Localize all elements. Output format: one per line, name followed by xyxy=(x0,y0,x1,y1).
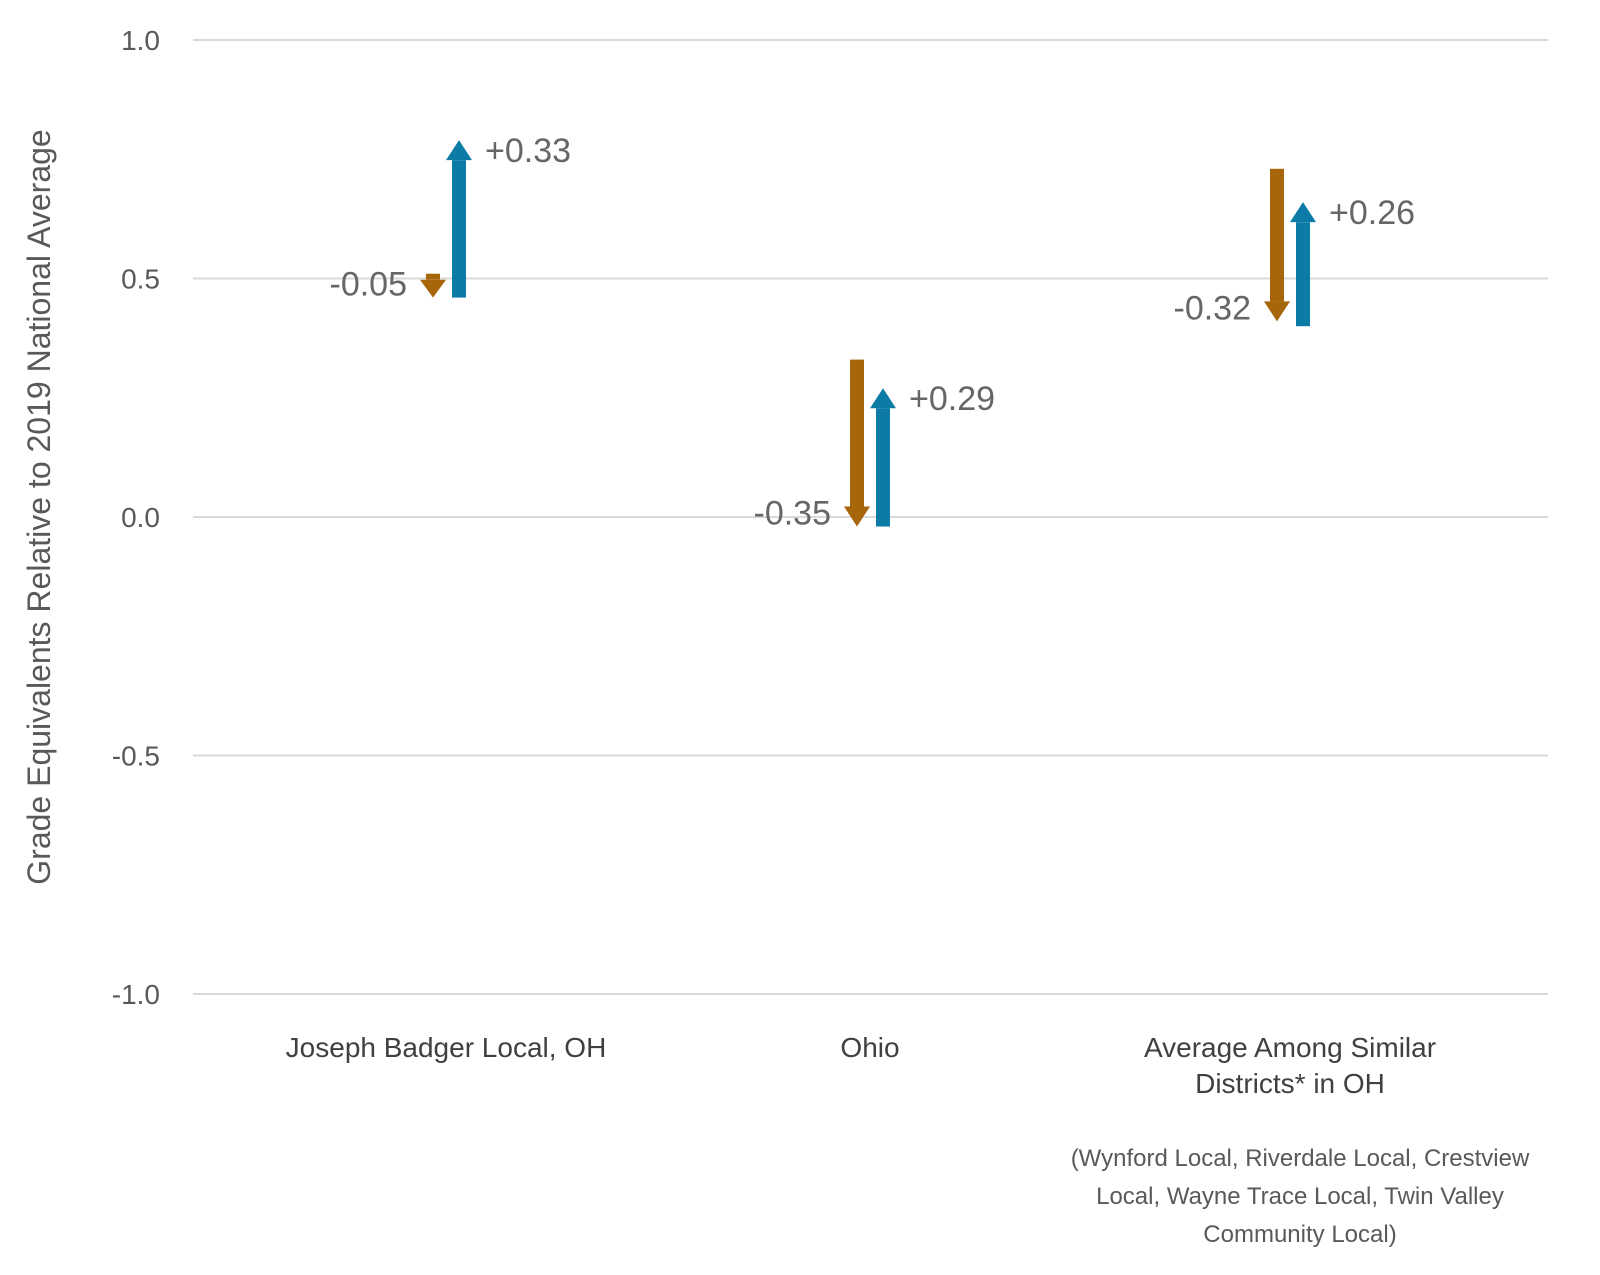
arrow-shaft xyxy=(850,359,864,507)
arrows xyxy=(420,140,1316,527)
category-label: Average Among Similar xyxy=(1144,1032,1436,1063)
arrow-up-icon xyxy=(1290,202,1316,223)
category-labels: Joseph Badger Local, OH Ohio Average Among… xyxy=(286,1032,1436,1099)
similar-districts-note: (Wynford Local, Riverdale Local, Crestvi… xyxy=(1071,1145,1530,1248)
y-tick-label: -0.5 xyxy=(112,741,160,772)
y-axis-title: Grade Equivalents Relative to 2019 Natio… xyxy=(21,129,57,884)
arrow-shaft xyxy=(1296,222,1310,327)
y-tick-label: 0.5 xyxy=(121,264,160,295)
arrow-down-icon xyxy=(844,506,870,527)
note-line: (Wynford Local, Riverdale Local, Crestvi… xyxy=(1071,1145,1530,1172)
category-label: Districts* in OH xyxy=(1195,1068,1385,1099)
data-label: -0.32 xyxy=(1174,289,1252,327)
arrow-down-icon xyxy=(1264,301,1290,322)
data-label: -0.05 xyxy=(330,266,408,304)
arrow-shaft xyxy=(876,408,890,527)
note-line: Community Local) xyxy=(1203,1221,1396,1248)
gridlines xyxy=(193,39,1548,995)
y-tick-label: 1.0 xyxy=(121,25,160,56)
data-labels: -0.05 -0.35 -0.32 +0.33 +0.29 +0.26 xyxy=(330,132,1416,532)
arrow-shaft xyxy=(426,273,440,280)
y-tick-label: -1.0 xyxy=(112,979,160,1010)
data-label: +0.26 xyxy=(1329,194,1415,232)
data-label: +0.33 xyxy=(485,132,571,170)
arrow-shaft xyxy=(452,160,466,298)
arrow-up-icon xyxy=(446,140,472,161)
arrow-shaft xyxy=(1270,168,1284,302)
y-tick-label: 0.0 xyxy=(121,502,160,533)
note-line: Local, Wayne Trace Local, Twin Valley xyxy=(1096,1183,1504,1210)
data-label: +0.29 xyxy=(909,380,995,418)
data-label: -0.35 xyxy=(754,495,832,533)
y-tick-labels: 1.0 0.5 0.0 -0.5 -1.0 xyxy=(112,25,160,1010)
category-label: Ohio xyxy=(840,1032,899,1063)
arrow-down-icon xyxy=(420,279,446,298)
category-label: Joseph Badger Local, OH xyxy=(286,1032,607,1063)
arrow-up-icon xyxy=(870,388,896,409)
